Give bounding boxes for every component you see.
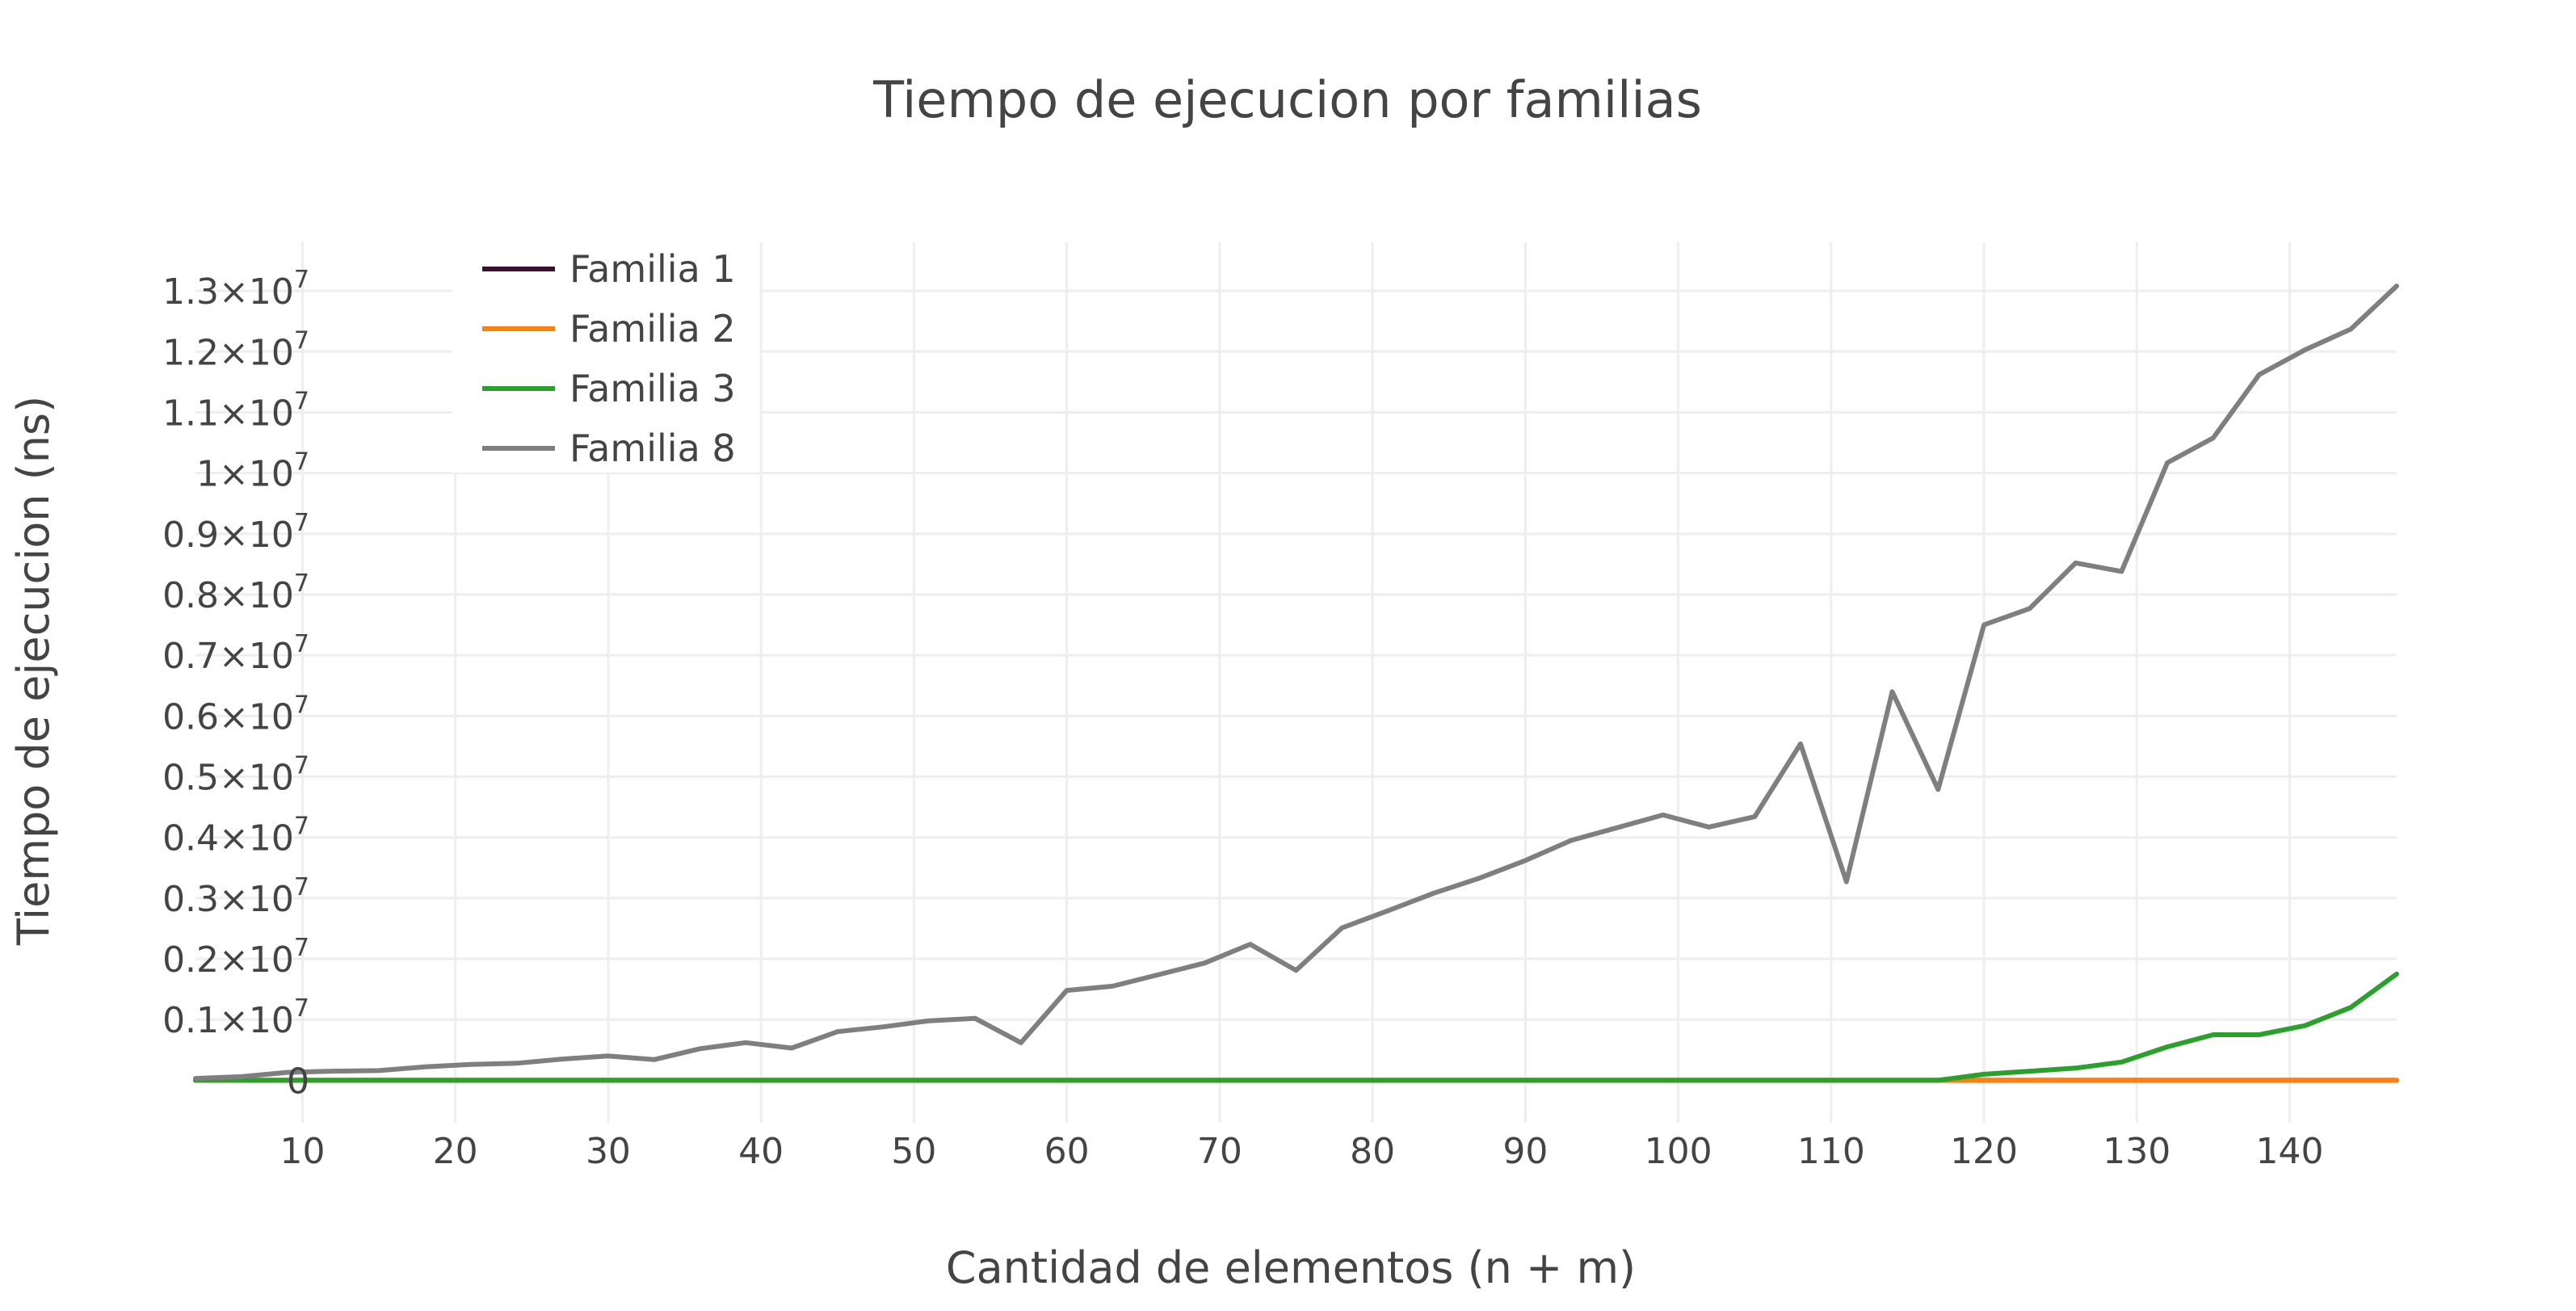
y-tick-mantissa: 1.3×10 [162, 271, 294, 313]
y-tick-label: 0.4×107 [162, 813, 309, 859]
y-tick-label: 0.6×107 [162, 691, 309, 737]
y-tick-exponent: 7 [294, 266, 309, 294]
legend-label: Familia 1 [569, 247, 736, 291]
y-tick-exponent: 7 [294, 569, 309, 598]
x-tick-label: 50 [891, 1131, 936, 1172]
y-tick-mantissa: 0 [287, 1061, 309, 1102]
x-tick-label: 60 [1044, 1131, 1090, 1172]
series-lines [193, 284, 2399, 1083]
y-tick-label: 1.3×107 [162, 266, 309, 313]
y-tick-exponent: 7 [294, 387, 309, 415]
y-tick-exponent: 7 [294, 691, 309, 719]
x-tick-label: 70 [1197, 1131, 1242, 1172]
x-tick-label: 100 [1645, 1131, 1712, 1172]
y-tick-label: 0.8×107 [162, 569, 309, 616]
x-axis-title: Cantidad de elementos (n + m) [946, 1242, 1636, 1293]
legend-background [452, 242, 759, 473]
y-tick-mantissa: 0.8×10 [162, 575, 294, 616]
series-line-4 [193, 284, 2399, 1082]
x-tick-label: 30 [586, 1131, 631, 1172]
x-tick-label: 40 [738, 1131, 784, 1172]
y-tick-exponent: 7 [294, 873, 309, 901]
y-tick-mantissa: 0.3×10 [162, 879, 294, 920]
x-axis-ticks: 10 20 30 40 50 60 70 80 90 100 110 120 130 140 [279, 1131, 2323, 1172]
legend-label: Familia 8 [569, 426, 736, 470]
y-tick-label: 1.2×107 [162, 326, 309, 373]
y-tick-label: 1×107 [196, 448, 309, 495]
y-tick-label: 0 [287, 1061, 309, 1102]
y-tick-exponent: 7 [294, 813, 309, 841]
x-tick-label: 120 [1950, 1131, 2018, 1172]
y-tick-label: 0.5×107 [162, 752, 309, 799]
x-tick-label: 140 [2256, 1131, 2324, 1172]
legend: Familia 1 Familia 2 Familia 3 Familia 8 [452, 242, 759, 473]
x-tick-label: 20 [433, 1131, 478, 1172]
y-tick-exponent: 7 [294, 448, 309, 477]
y-tick-label: 0.7×107 [162, 630, 309, 677]
x-tick-label: 110 [1797, 1131, 1865, 1172]
y-tick-label: 0.2×107 [162, 934, 309, 981]
chart-title: Tiempo de ejecucion por familias [872, 70, 1702, 129]
y-tick-label: 0.9×107 [162, 509, 309, 556]
series-line-3 [193, 971, 2399, 1083]
y-tick-mantissa: 1.1×10 [162, 393, 294, 434]
legend-label: Familia 3 [569, 367, 736, 410]
y-tick-mantissa: 0.1×10 [162, 1000, 294, 1041]
y-tick-exponent: 7 [294, 994, 309, 1023]
y-tick-exponent: 7 [294, 934, 309, 962]
legend-item[interactable]: Familia 3 [482, 367, 736, 410]
y-axis-title: Tiempo de ejecucion (ns) [8, 396, 59, 946]
y-tick-mantissa: 1×10 [196, 454, 294, 495]
y-tick-mantissa: 0.7×10 [162, 636, 294, 677]
legend-item[interactable]: Familia 1 [482, 247, 736, 291]
y-axis-ticks: 00.1×1070.2×1070.3×1070.4×1070.5×1070.6×… [162, 266, 309, 1102]
y-tick-mantissa: 0.5×10 [162, 758, 294, 799]
y-tick-mantissa: 0.9×10 [162, 515, 294, 556]
x-tick-label: 80 [1350, 1131, 1395, 1172]
x-tick-label: 130 [2103, 1131, 2170, 1172]
y-tick-mantissa: 0.4×10 [162, 818, 294, 859]
y-tick-exponent: 7 [294, 630, 309, 658]
y-tick-label: 1.1×107 [162, 387, 309, 434]
y-tick-exponent: 7 [294, 509, 309, 537]
y-tick-mantissa: 0.2×10 [162, 939, 294, 981]
y-tick-mantissa: 0.6×10 [162, 696, 294, 737]
legend-item[interactable]: Familia 8 [482, 426, 736, 470]
y-tick-label: 0.3×107 [162, 873, 309, 920]
y-tick-label: 0.1×107 [162, 994, 309, 1041]
y-tick-mantissa: 1.2×10 [162, 332, 294, 373]
x-tick-label: 10 [279, 1131, 325, 1172]
y-tick-exponent: 7 [294, 752, 309, 780]
x-tick-label: 90 [1502, 1131, 1548, 1172]
legend-label: Familia 2 [569, 307, 736, 351]
legend-item[interactable]: Familia 2 [482, 307, 736, 351]
y-tick-exponent: 7 [294, 326, 309, 355]
